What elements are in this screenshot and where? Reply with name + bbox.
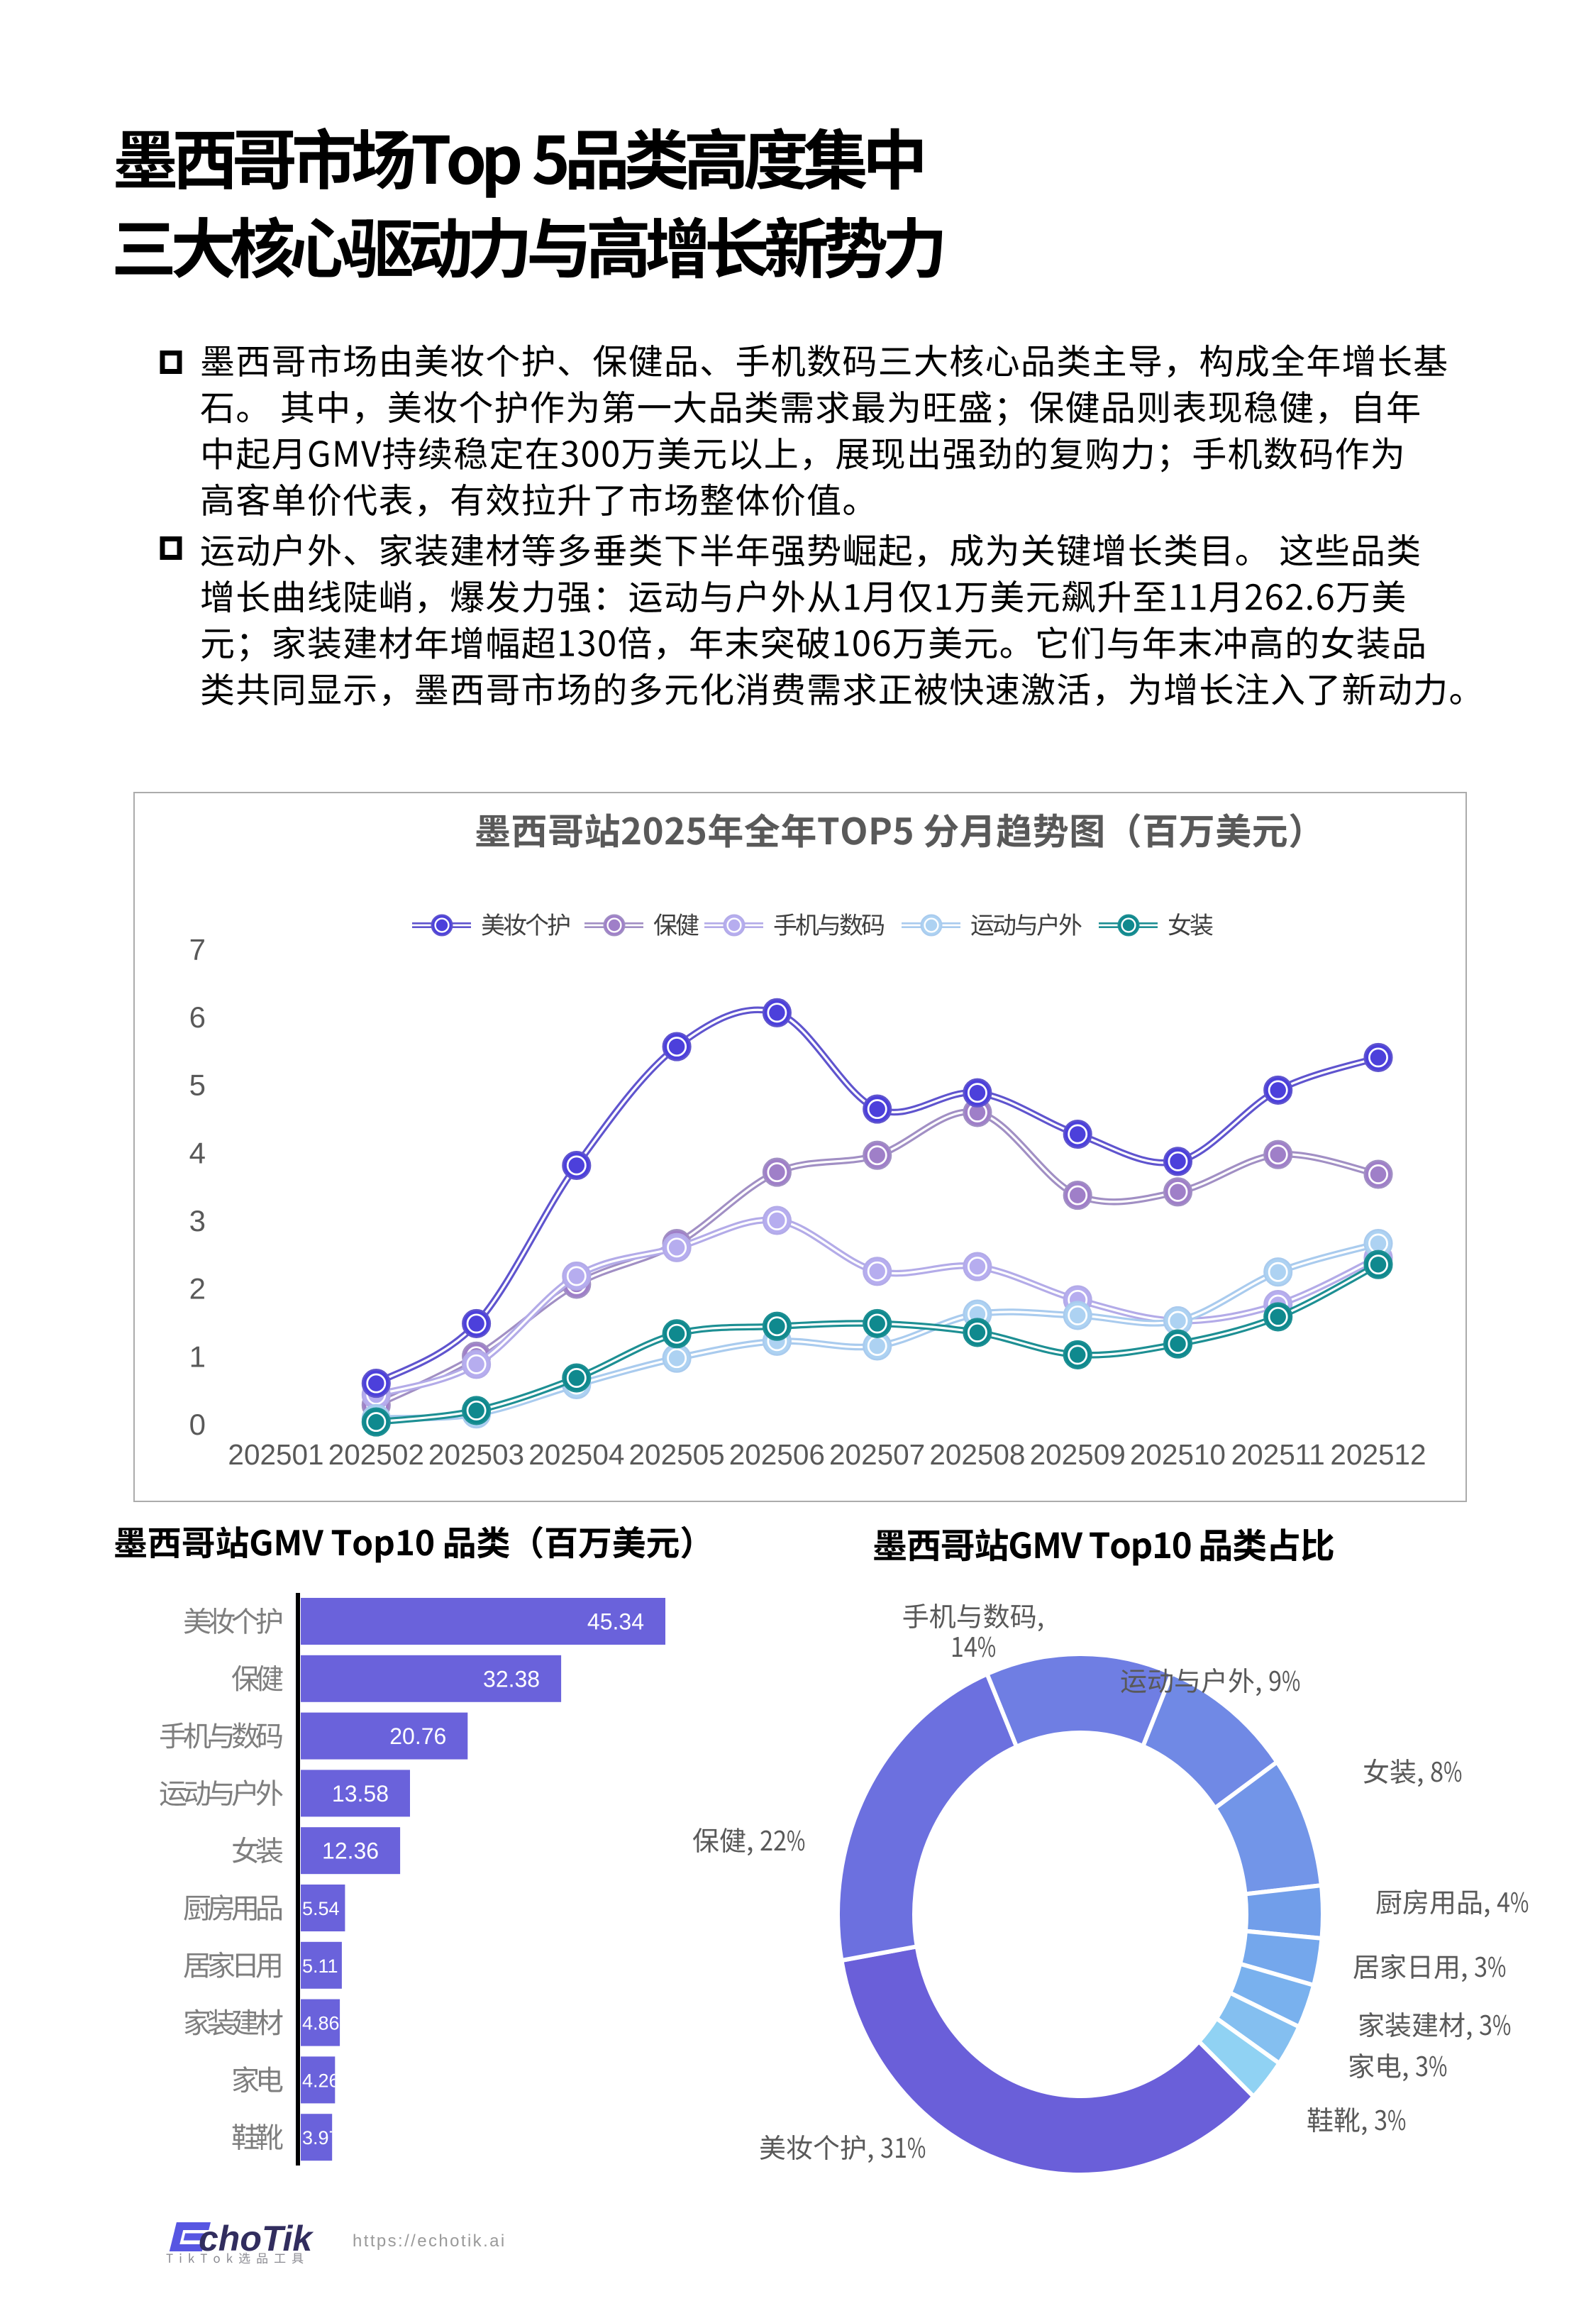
- svg-text:202510: 202510: [1130, 1438, 1226, 1471]
- svg-text:2: 2: [189, 1272, 206, 1306]
- svg-text:6: 6: [189, 1000, 206, 1034]
- svg-text:202503: 202503: [428, 1438, 524, 1471]
- svg-text:202504: 202504: [528, 1438, 624, 1471]
- svg-text:1: 1: [189, 1340, 206, 1373]
- svg-text:202511: 202511: [1231, 1438, 1325, 1471]
- svg-text:3.97: 3.97: [302, 2127, 340, 2148]
- svg-text:5: 5: [189, 1069, 206, 1102]
- svg-text:4: 4: [189, 1136, 206, 1169]
- svg-text:choTik: choTik: [199, 2219, 314, 2258]
- svg-text:4.86: 4.86: [302, 2013, 340, 2034]
- svg-text:20.76: 20.76: [389, 1723, 446, 1749]
- svg-text:202506: 202506: [729, 1438, 825, 1471]
- svg-text:45.34: 45.34: [587, 1609, 644, 1635]
- svg-text:202505: 202505: [629, 1438, 725, 1471]
- svg-text:5.54: 5.54: [302, 1898, 340, 1919]
- svg-text:4.26: 4.26: [302, 2070, 340, 2091]
- svg-text:202502: 202502: [328, 1438, 424, 1471]
- svg-text:0: 0: [189, 1408, 206, 1441]
- svg-text:https://echotik.ai: https://echotik.ai: [353, 2231, 506, 2251]
- svg-text:202508: 202508: [929, 1438, 1025, 1471]
- svg-text:202507: 202507: [829, 1438, 925, 1471]
- svg-text:202512: 202512: [1330, 1438, 1426, 1471]
- svg-text:12.36: 12.36: [322, 1838, 379, 1864]
- svg-text:7: 7: [189, 932, 206, 966]
- svg-text:13.58: 13.58: [332, 1781, 389, 1806]
- svg-text:3: 3: [189, 1204, 206, 1237]
- svg-text:5.11: 5.11: [302, 1955, 338, 1977]
- svg-text:202501: 202501: [228, 1438, 323, 1471]
- svg-text:32.38: 32.38: [483, 1666, 540, 1692]
- svg-text:202509: 202509: [1030, 1438, 1126, 1471]
